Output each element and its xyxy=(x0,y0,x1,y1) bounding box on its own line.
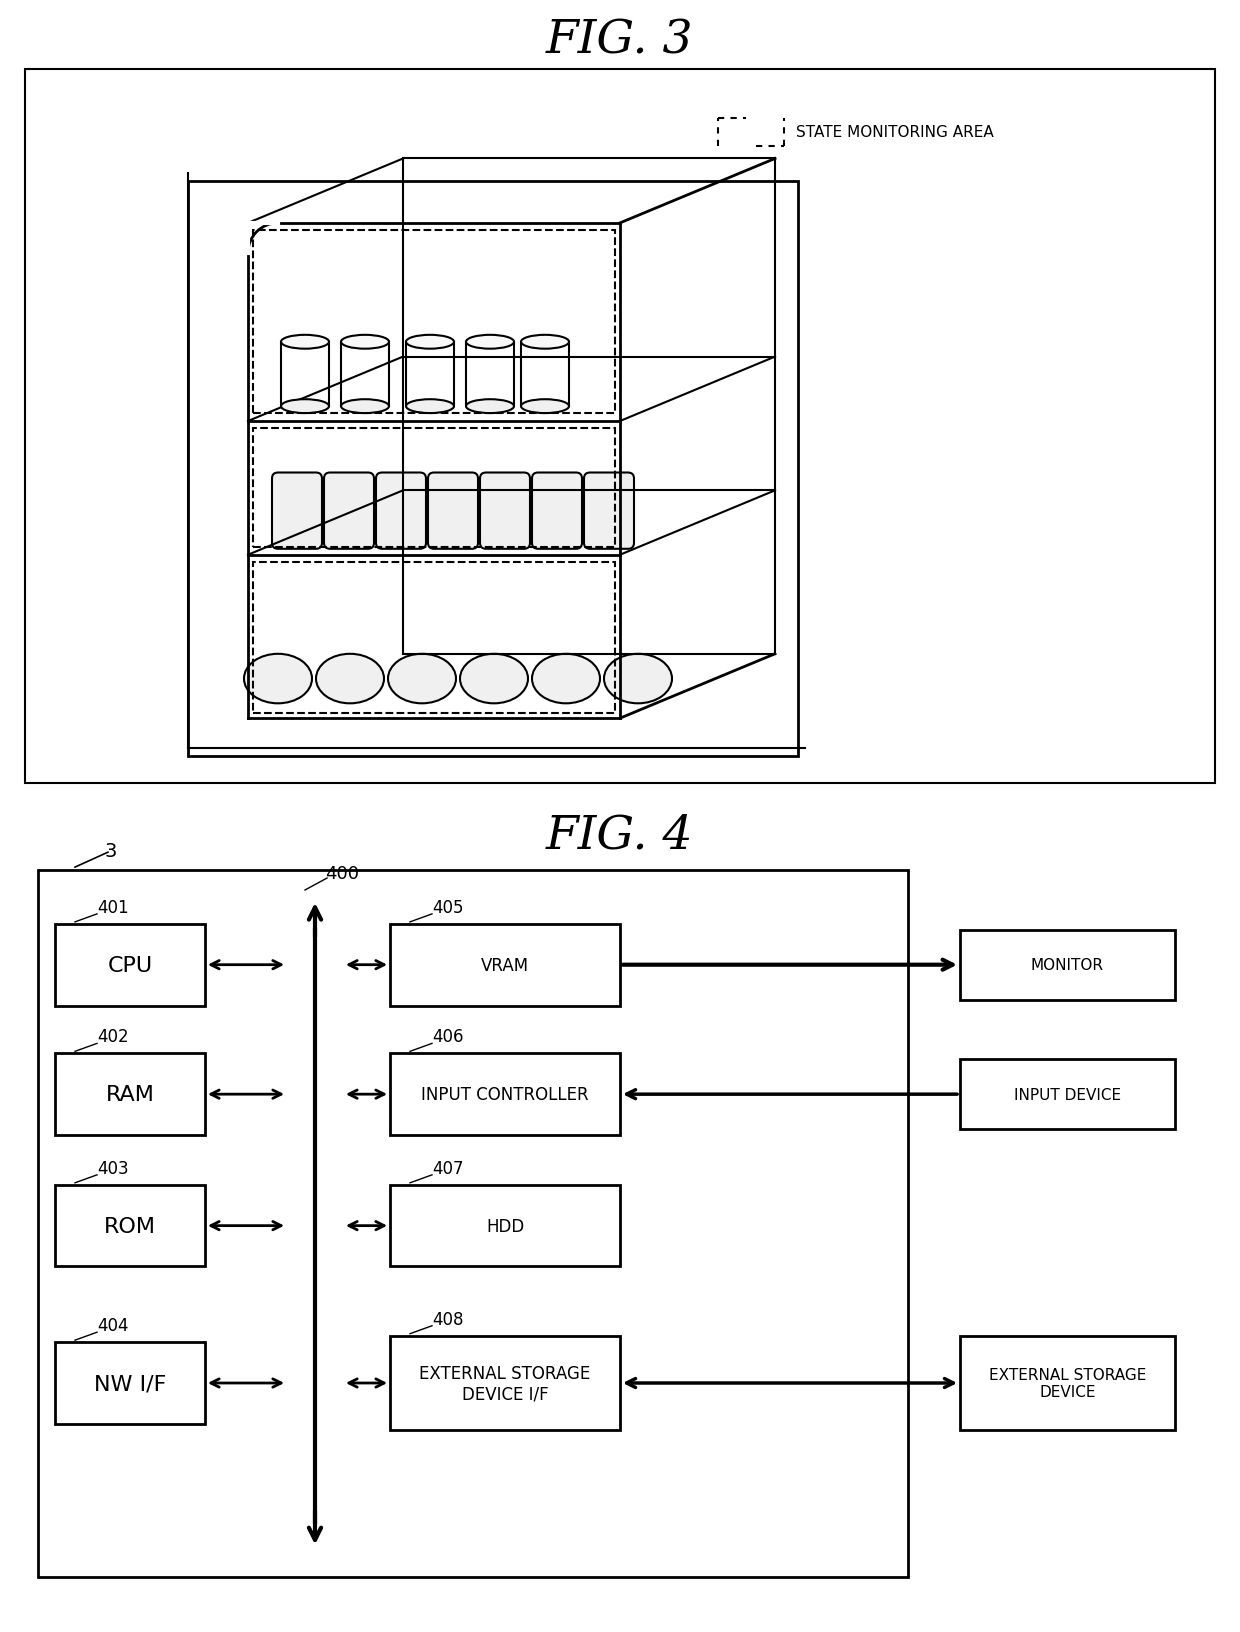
Text: RAM: RAM xyxy=(105,1085,155,1105)
Text: FIG. 3: FIG. 3 xyxy=(546,18,694,64)
FancyBboxPatch shape xyxy=(480,473,529,550)
Ellipse shape xyxy=(281,400,329,415)
Text: 402: 402 xyxy=(97,1028,129,1046)
Ellipse shape xyxy=(316,654,384,703)
Text: 404: 404 xyxy=(97,1317,129,1335)
Ellipse shape xyxy=(532,654,600,703)
Text: EXTERNAL STORAGE
DEVICE: EXTERNAL STORAGE DEVICE xyxy=(988,1368,1146,1399)
FancyBboxPatch shape xyxy=(428,473,477,550)
Bar xyxy=(25,70,1215,783)
Text: ROM: ROM xyxy=(104,1216,156,1235)
Bar xyxy=(391,1337,620,1430)
Text: 408: 408 xyxy=(432,1310,464,1328)
FancyBboxPatch shape xyxy=(584,473,634,550)
Bar xyxy=(960,1059,1176,1129)
Ellipse shape xyxy=(521,336,569,349)
Bar xyxy=(391,1054,620,1136)
Bar xyxy=(55,1343,205,1425)
Ellipse shape xyxy=(405,336,454,349)
Text: 406: 406 xyxy=(432,1028,464,1046)
FancyBboxPatch shape xyxy=(532,473,582,550)
Ellipse shape xyxy=(460,654,528,703)
Bar xyxy=(960,1337,1176,1430)
FancyBboxPatch shape xyxy=(376,473,427,550)
Ellipse shape xyxy=(341,400,389,415)
FancyBboxPatch shape xyxy=(324,473,374,550)
Ellipse shape xyxy=(466,336,515,349)
Text: 407: 407 xyxy=(432,1159,464,1177)
Bar xyxy=(55,1054,205,1136)
Ellipse shape xyxy=(604,654,672,703)
Bar xyxy=(55,924,205,1005)
Text: 3: 3 xyxy=(105,842,118,860)
Text: INPUT CONTROLLER: INPUT CONTROLLER xyxy=(422,1085,589,1103)
Ellipse shape xyxy=(521,400,569,415)
Bar xyxy=(38,870,908,1577)
Text: MONITOR: MONITOR xyxy=(1030,958,1104,973)
Bar xyxy=(253,563,615,713)
Text: FIG. 4: FIG. 4 xyxy=(546,813,694,858)
Bar xyxy=(253,230,615,415)
Ellipse shape xyxy=(281,336,329,349)
Text: NW I/F: NW I/F xyxy=(94,1373,166,1394)
Ellipse shape xyxy=(388,654,456,703)
Text: VRAM: VRAM xyxy=(481,956,529,974)
Ellipse shape xyxy=(405,400,454,415)
FancyBboxPatch shape xyxy=(272,473,322,550)
Bar xyxy=(960,930,1176,1000)
Text: 403: 403 xyxy=(97,1159,129,1177)
Text: EXTERNAL STORAGE
DEVICE I/F: EXTERNAL STORAGE DEVICE I/F xyxy=(419,1364,590,1402)
Text: HDD: HDD xyxy=(486,1217,525,1235)
Text: 401: 401 xyxy=(97,898,129,916)
Text: STATE MONITORING AREA: STATE MONITORING AREA xyxy=(796,126,993,140)
Ellipse shape xyxy=(341,336,389,349)
Text: CPU: CPU xyxy=(108,955,153,974)
Bar xyxy=(188,183,799,756)
Bar xyxy=(253,429,615,547)
Text: 405: 405 xyxy=(432,898,464,916)
Text: INPUT DEVICE: INPUT DEVICE xyxy=(1014,1087,1121,1102)
Bar xyxy=(55,1185,205,1266)
Bar xyxy=(391,924,620,1005)
Text: 400: 400 xyxy=(325,865,360,883)
Bar xyxy=(391,1185,620,1266)
Ellipse shape xyxy=(466,400,515,415)
Ellipse shape xyxy=(244,654,312,703)
